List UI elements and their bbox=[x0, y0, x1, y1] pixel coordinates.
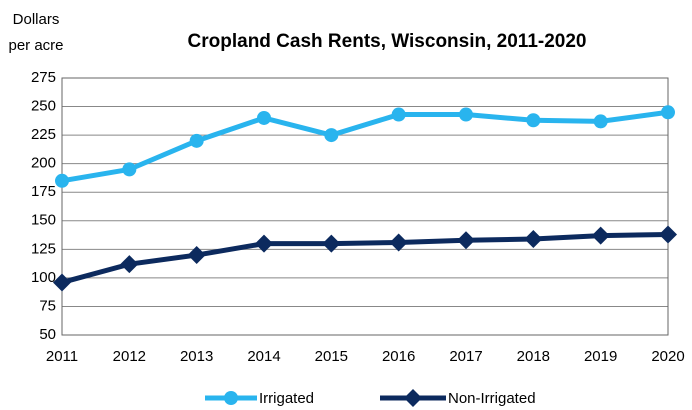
data-point bbox=[189, 133, 204, 148]
y-tick-label: 50 bbox=[39, 326, 56, 343]
data-point bbox=[255, 234, 273, 253]
data-point bbox=[120, 255, 139, 274]
data-point bbox=[661, 105, 675, 120]
data-point bbox=[187, 246, 206, 265]
series-line bbox=[61, 231, 669, 285]
y-tick-label: 275 bbox=[31, 69, 56, 86]
data-point bbox=[457, 231, 475, 250]
y-tick-label: 75 bbox=[39, 297, 56, 314]
legend-label: Irrigated bbox=[259, 390, 314, 407]
series-line bbox=[61, 109, 669, 184]
data-point bbox=[389, 233, 408, 252]
plot-border bbox=[61, 77, 669, 336]
y-tick-label: 100 bbox=[31, 269, 56, 286]
data-point bbox=[526, 113, 541, 128]
data-point bbox=[122, 162, 137, 177]
data-point bbox=[593, 114, 608, 129]
x-tick-label: 2018 bbox=[517, 348, 550, 365]
legend-marker bbox=[404, 389, 422, 407]
y-tick-label: 150 bbox=[31, 212, 56, 229]
data-point bbox=[324, 128, 339, 143]
data-point bbox=[391, 107, 406, 122]
y-tick-label: 250 bbox=[31, 98, 56, 115]
x-tick-label: 2019 bbox=[584, 348, 617, 365]
data-point bbox=[659, 225, 677, 244]
y-tick-label: 200 bbox=[31, 155, 56, 172]
y-axis-label: per acre bbox=[8, 37, 63, 54]
y-tick-label: 175 bbox=[31, 183, 56, 200]
x-tick-label: 2014 bbox=[247, 348, 280, 365]
data-point bbox=[53, 273, 71, 292]
data-point bbox=[459, 107, 473, 122]
data-point bbox=[524, 230, 543, 249]
legend-label: Non-Irrigated bbox=[448, 390, 536, 407]
legend-marker bbox=[224, 391, 238, 405]
y-tick-label: 125 bbox=[31, 240, 56, 257]
x-tick-label: 2017 bbox=[449, 348, 482, 365]
x-tick-label: 2011 bbox=[46, 348, 78, 365]
x-tick-label: 2015 bbox=[315, 348, 348, 365]
y-tick-label: 225 bbox=[31, 126, 56, 143]
data-point bbox=[55, 173, 69, 188]
x-tick-label: 2012 bbox=[113, 348, 146, 365]
data-point bbox=[257, 110, 271, 125]
data-point bbox=[591, 226, 610, 245]
y-axis-label: Dollars bbox=[13, 11, 60, 28]
x-tick-label: 2016 bbox=[382, 348, 415, 365]
chart-title: Cropland Cash Rents, Wisconsin, 2011-202… bbox=[188, 31, 587, 52]
x-tick-label: 2013 bbox=[180, 348, 213, 365]
data-point bbox=[322, 234, 341, 253]
x-tick-label: 2020 bbox=[651, 348, 684, 365]
